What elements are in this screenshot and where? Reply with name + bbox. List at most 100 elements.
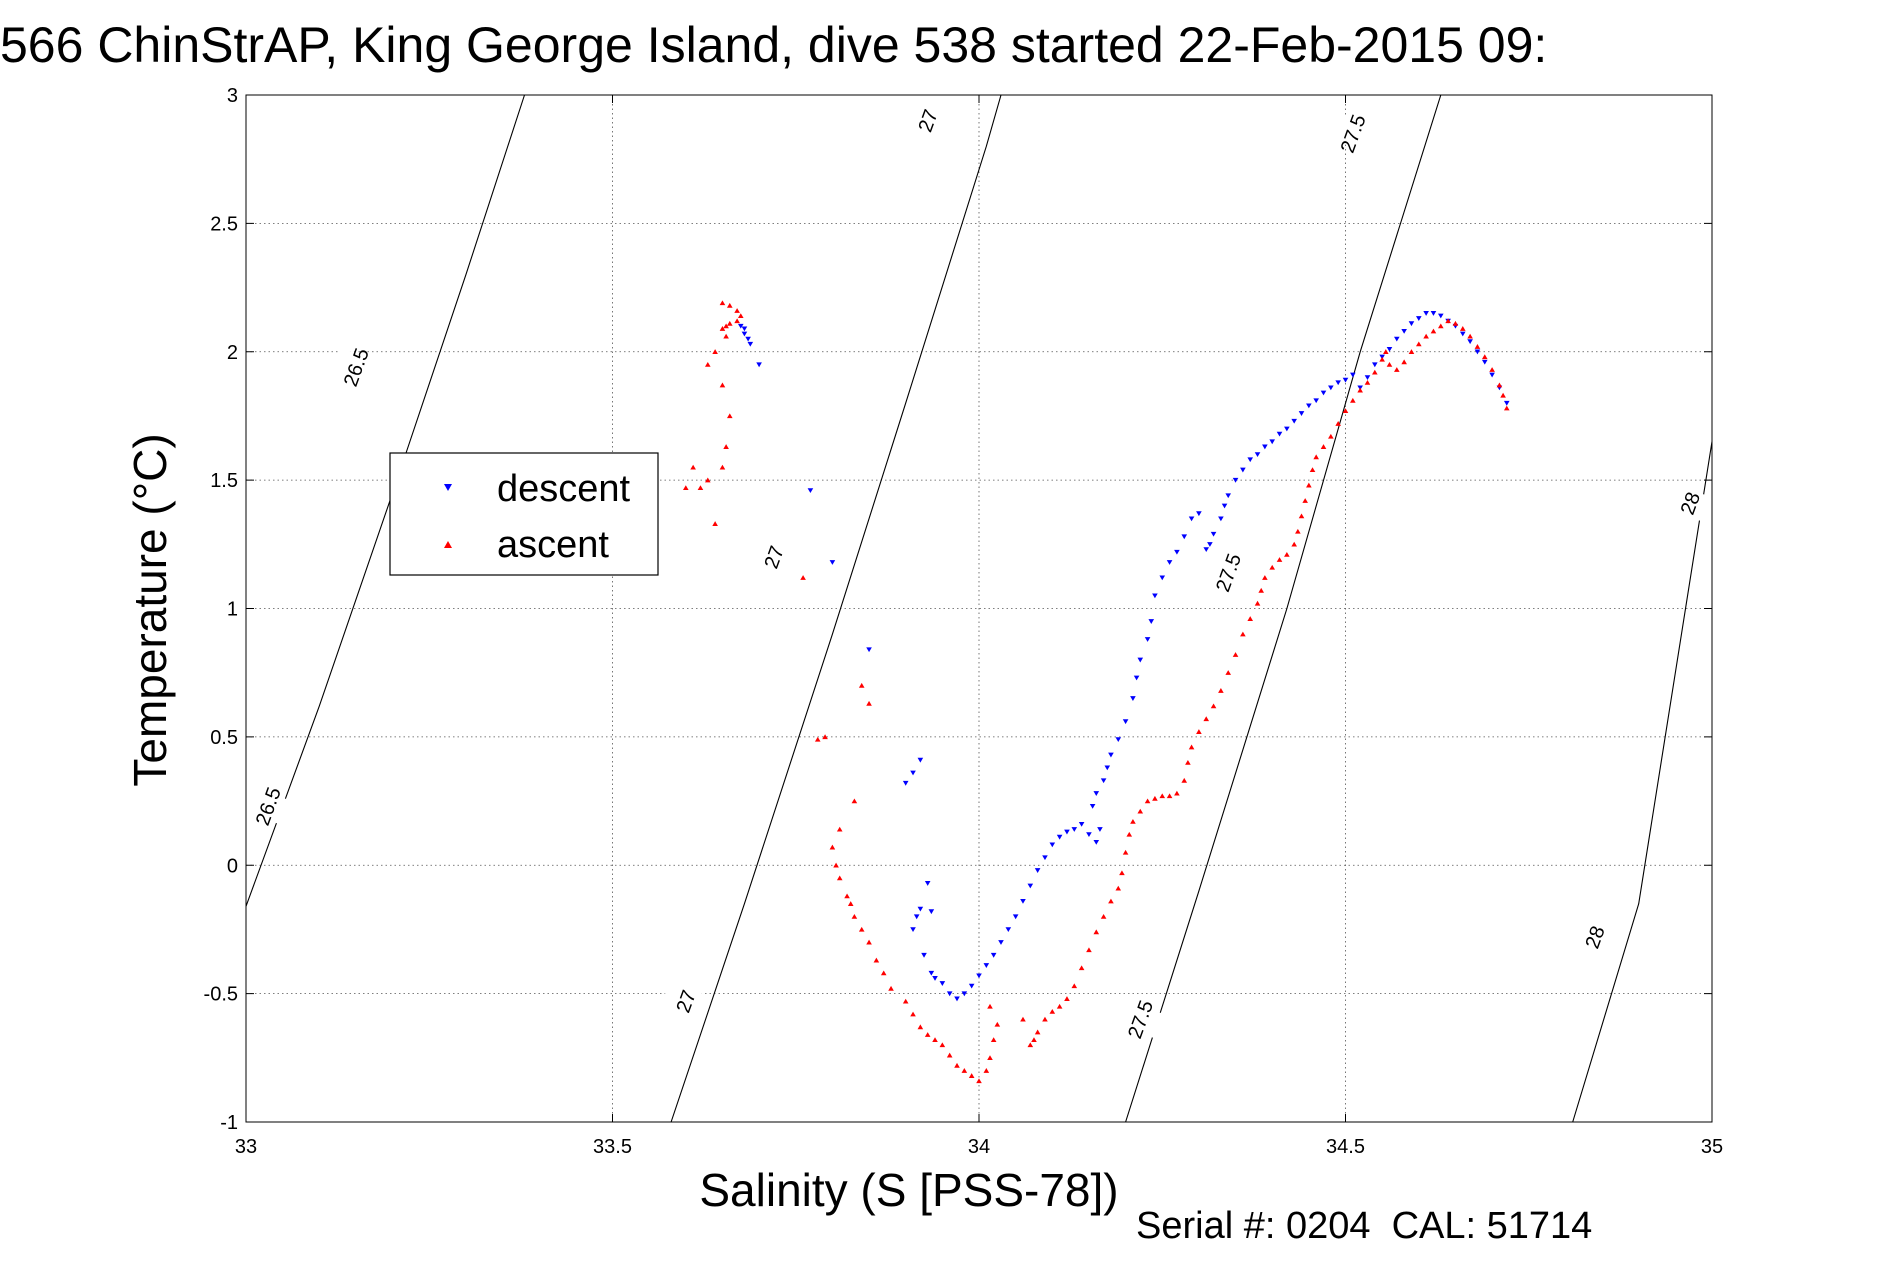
ascent-point <box>1188 744 1195 750</box>
ascent-point <box>719 382 726 388</box>
descent-point <box>1005 927 1012 933</box>
descent-point <box>1328 385 1334 391</box>
descent-point <box>1313 398 1319 404</box>
ascent-point <box>697 485 704 491</box>
ascent-point <box>873 957 880 963</box>
ascent-point <box>1430 328 1437 334</box>
descent-point <box>1467 339 1473 345</box>
descent-point <box>1078 821 1085 827</box>
ascent-point <box>800 575 806 580</box>
ascent-point <box>1254 600 1261 606</box>
ascent-point <box>1496 382 1503 388</box>
descent-point <box>1064 829 1070 835</box>
ascent-point <box>734 308 740 313</box>
descent-point <box>737 323 744 329</box>
data-points <box>683 300 1510 1084</box>
ascent-point <box>1174 790 1180 796</box>
ascent-point <box>1049 1008 1056 1014</box>
ascent-point <box>1232 652 1239 657</box>
ascent-point <box>1452 320 1459 326</box>
ascent-point <box>1306 482 1312 488</box>
ascent-point <box>836 826 843 832</box>
ascent-point <box>1372 369 1378 375</box>
descent-point <box>1262 444 1268 450</box>
descent-point <box>1386 346 1393 352</box>
descent-point <box>961 991 968 997</box>
descent-point <box>1093 839 1100 845</box>
ascent-point <box>737 313 744 319</box>
contour-label-bg <box>902 100 953 141</box>
legend-box <box>389 452 659 576</box>
descent-point <box>1240 467 1246 473</box>
contour-label-bg <box>1327 113 1378 154</box>
y-tick-label: -0.5 <box>204 984 238 1006</box>
ascent-point <box>1386 361 1393 367</box>
descent-point <box>1364 375 1371 381</box>
descent-point <box>1166 560 1173 565</box>
ascent-point <box>814 736 821 742</box>
descent-point <box>1437 313 1444 319</box>
descent-point <box>1225 493 1232 499</box>
legend: descent ascent <box>389 452 659 576</box>
ascent-point <box>1159 793 1166 799</box>
ascent-point <box>1302 498 1308 503</box>
descent-point <box>1108 752 1114 758</box>
ascent-point <box>1108 898 1114 904</box>
descent-point <box>1401 329 1407 334</box>
contour-label-bg <box>1569 917 1620 957</box>
descent-point <box>1144 637 1151 642</box>
ascent-point <box>994 1021 1001 1027</box>
ascent-point <box>1357 387 1363 393</box>
descent-point <box>1489 372 1495 378</box>
descent-point <box>932 976 938 981</box>
descent-point <box>1042 855 1048 861</box>
ascent-point <box>1298 513 1305 519</box>
x-axis-label: Salinity (S [PSS-78]) <box>699 1164 1118 1216</box>
descent-point <box>1423 311 1429 316</box>
ascent-point <box>1445 318 1451 324</box>
ascent-point <box>1196 729 1202 734</box>
descent-point <box>902 780 909 786</box>
descent-point <box>913 914 920 920</box>
descent-point <box>1115 737 1122 743</box>
chart-title: 566 ChinStrAP, King George Island, dive … <box>0 17 1547 73</box>
ascent-point <box>1020 1016 1026 1022</box>
contour-label-bg <box>1203 552 1254 593</box>
descent-point <box>1181 534 1188 540</box>
descent-point <box>1276 431 1283 437</box>
descent-point <box>807 488 814 493</box>
descent-point <box>1335 380 1341 386</box>
ascent-point <box>1093 929 1100 935</box>
descent-point <box>1284 426 1290 432</box>
ascent-point <box>1181 777 1188 783</box>
ascent-point <box>866 939 872 945</box>
ascent-point <box>1166 793 1173 799</box>
ascent-point <box>1100 914 1107 919</box>
ascent-point <box>1240 631 1246 637</box>
ascent-point <box>939 1042 946 1048</box>
ascent-point <box>1144 798 1151 804</box>
descent-point <box>1100 778 1107 784</box>
y-tick-label: -1 <box>220 1112 238 1134</box>
ascent-point <box>1034 1029 1041 1035</box>
descent-point <box>756 362 762 368</box>
descent-point <box>1049 842 1056 848</box>
ascent-point <box>1423 333 1429 339</box>
ascent-point <box>712 349 718 354</box>
descent-point <box>1188 516 1195 522</box>
y-tick-label: 2 <box>227 342 238 364</box>
ascent-point <box>1115 885 1122 891</box>
ascent-point <box>880 970 887 976</box>
density-contour-27 <box>670 94 1002 1123</box>
descent-point <box>1071 827 1078 832</box>
ascent-point <box>946 1052 953 1058</box>
descent-point <box>1203 547 1210 553</box>
descent-point <box>1020 898 1026 904</box>
ascent-point <box>858 682 865 688</box>
ascent-point <box>983 1068 990 1073</box>
ascent-point <box>1031 1037 1037 1043</box>
ascent-point <box>1416 341 1422 347</box>
y-tick-label: 3 <box>227 85 238 107</box>
density-contour-28 <box>1572 441 1713 1123</box>
ascent-point <box>1500 392 1506 398</box>
